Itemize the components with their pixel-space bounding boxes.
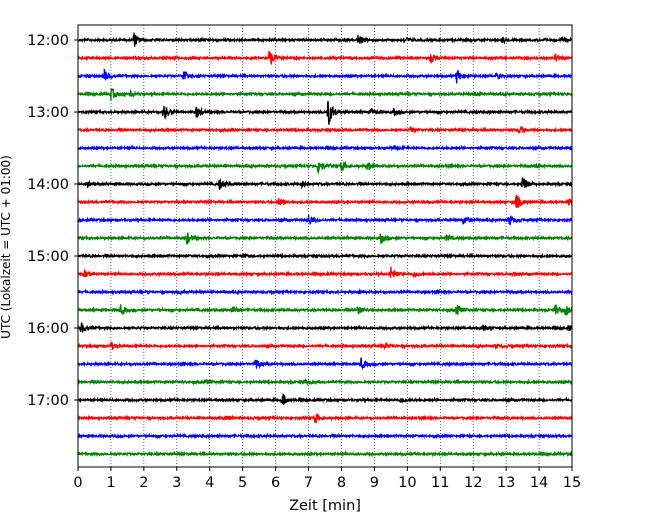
y-axis-ticks: 12:00 13:00 14:00 15:00 16:00 17:00: [27, 33, 78, 409]
trace-line: [77, 32, 573, 47]
x-tick-label: 15: [563, 475, 581, 491]
trace-line: [77, 68, 573, 84]
trace-line: [77, 232, 573, 245]
y-tick-label: 12:00: [27, 33, 69, 49]
trace-line: [77, 252, 573, 260]
x-tick-label: 4: [205, 475, 214, 491]
trace-line: [77, 413, 573, 424]
x-tick-label: 2: [139, 475, 148, 491]
plot-frame: [77, 24, 573, 468]
x-tick-label: 14: [530, 475, 548, 491]
trace-line: [77, 393, 573, 405]
trace-group: [77, 32, 573, 458]
trace-line: [77, 194, 573, 208]
x-tick-label: 5: [238, 475, 247, 491]
x-tick-label: 6: [271, 475, 280, 491]
trace-line: [77, 144, 573, 152]
y-tick-label: 16:00: [27, 321, 69, 337]
trace-line: [77, 432, 573, 440]
y-tick-label: 14:00: [27, 177, 69, 193]
x-tick-label: 8: [337, 475, 346, 491]
x-tick-label: 1: [106, 475, 115, 491]
x-tick-label: 9: [370, 475, 379, 491]
trace-line: [77, 125, 573, 134]
trace-line: [77, 322, 573, 333]
trace-line: [77, 304, 573, 316]
y-axis-title: UTC (Lokalzeit = UTC + 01:00): [0, 155, 13, 339]
trace-line: [77, 357, 573, 371]
trace-line: [77, 160, 573, 174]
x-tick-label: 7: [304, 475, 313, 491]
x-tick-label: 0: [73, 475, 82, 491]
x-tick-label: 12: [464, 475, 482, 491]
trace-line: [77, 287, 573, 296]
trace-line: [77, 341, 573, 351]
x-tick-label: 11: [431, 475, 449, 491]
trace-line: [77, 88, 573, 101]
trace-line: [77, 266, 573, 279]
trace-line: [77, 378, 573, 387]
y-tick-label: 15:00: [27, 249, 69, 265]
x-tick-label: 13: [497, 475, 515, 491]
trace-line: [77, 215, 573, 226]
trace-line: [77, 450, 573, 458]
y-tick-label: 13:00: [27, 105, 69, 121]
trace-line: [77, 176, 573, 190]
y-tick-label: 17:00: [27, 393, 69, 409]
x-tick-label: 3: [172, 475, 181, 491]
x-axis-ticks: 0 1 2 3 4 5 6 7 8 9 10 11 12 13 14 15: [73, 467, 581, 491]
x-tick-label: 10: [398, 475, 416, 491]
x-axis-title: Zeit [min]: [289, 498, 361, 514]
trace-line: [77, 100, 573, 125]
trace-line: [77, 50, 573, 66]
